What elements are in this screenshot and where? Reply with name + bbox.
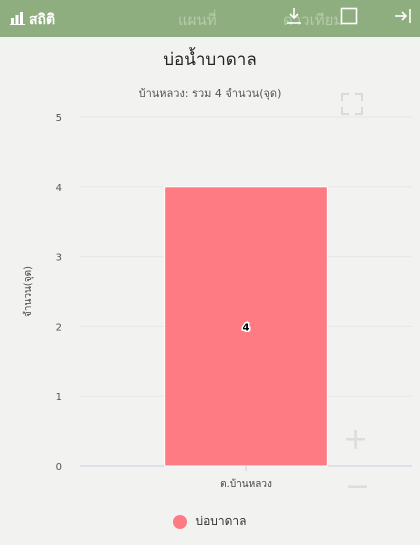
- map-tab-ghost: แผนที่: [178, 11, 217, 29]
- legend-label: บ่อบาดาล: [195, 514, 247, 528]
- data-label: 4: [243, 322, 250, 333]
- y-tick-label: 5: [56, 113, 62, 124]
- chart-subtitle: บ้านหลวง: รวม 4 จำนวน(จุด): [138, 87, 282, 100]
- y-tick-label: 1: [56, 392, 62, 403]
- collapse-right-icon: [394, 8, 412, 28]
- y-axis-title: จำนวน(จุด): [23, 266, 34, 317]
- panel-title-text: สถิติ: [29, 12, 56, 28]
- collapse-panel-button[interactable]: [390, 5, 416, 31]
- satellite-tab-ghost: ดาวเทียม: [283, 11, 344, 29]
- panel-header: สถิติ แผนที่ ดาวเทียม: [0, 0, 420, 37]
- zoom-in-ghost-icon: +: [343, 422, 369, 457]
- y-tick-label: 4: [56, 183, 62, 194]
- expand-button[interactable]: [336, 5, 362, 31]
- chart-area: บ่อน้ำบาดาล บ้านหลวง: รวม 4 จำนวน(จุด) +…: [0, 37, 420, 545]
- download-icon: [286, 7, 302, 29]
- y-tick-label: 0: [56, 462, 62, 473]
- bar-chart-icon: [10, 11, 26, 29]
- y-tick-label: 3: [56, 253, 62, 264]
- fullscreen-ghost-icon: [340, 89, 364, 124]
- legend-swatch: [173, 514, 188, 529]
- square-icon: [340, 7, 358, 29]
- zoom-out-ghost-icon: −: [345, 469, 371, 504]
- panel-title: สถิติ: [10, 9, 55, 31]
- bar: [164, 186, 328, 467]
- bar-chart: 0 1 2 3 4 5 จำนวน(จุด) 4 ต.บ้านหลวง: [23, 113, 412, 490]
- y-tick-label: 2: [56, 322, 62, 333]
- download-button[interactable]: [281, 5, 307, 31]
- chart-legend[interactable]: บ่อบาดาล: [0, 512, 420, 531]
- chart-title: บ่อน้ำบาดาล: [163, 50, 257, 70]
- x-tick-label: ต.บ้านหลวง: [220, 478, 272, 490]
